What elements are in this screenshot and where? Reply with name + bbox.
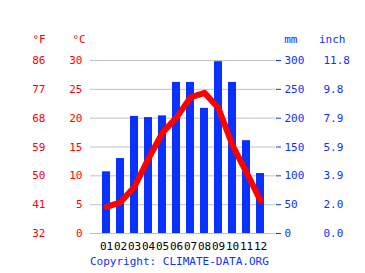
svg-text:10: 10 bbox=[69, 169, 82, 182]
svg-text:7.9: 7.9 bbox=[324, 112, 344, 125]
svg-text:100: 100 bbox=[285, 169, 305, 182]
svg-text:03: 03 bbox=[128, 240, 141, 250]
svg-text:41: 41 bbox=[32, 198, 45, 211]
svg-text:86: 86 bbox=[32, 54, 45, 67]
svg-text:09: 09 bbox=[212, 240, 225, 250]
svg-text:9.8: 9.8 bbox=[324, 83, 344, 96]
svg-text:30: 30 bbox=[69, 54, 82, 67]
svg-text:11.8: 11.8 bbox=[324, 54, 351, 67]
svg-text:50: 50 bbox=[285, 198, 298, 211]
svg-text:59: 59 bbox=[32, 141, 45, 154]
svg-text:250: 250 bbox=[285, 83, 305, 96]
svg-text:10: 10 bbox=[226, 240, 239, 250]
svg-text:20: 20 bbox=[69, 112, 82, 125]
svg-text:07: 07 bbox=[184, 240, 197, 250]
svg-text:0: 0 bbox=[285, 227, 292, 240]
svg-text:06: 06 bbox=[170, 240, 183, 250]
svg-text:25: 25 bbox=[69, 83, 82, 96]
svg-text:12: 12 bbox=[254, 240, 267, 250]
svg-text:01: 01 bbox=[100, 240, 113, 250]
html-text:Copyright: CLIMATE-DATA.ORG: Copyright: CLIMATE-DATA.ORG bbox=[90, 255, 269, 268]
svg-text:2.0: 2.0 bbox=[324, 198, 344, 211]
svg-text:05: 05 bbox=[156, 240, 169, 250]
svg-text:15: 15 bbox=[69, 141, 82, 154]
svg-text:50: 50 bbox=[32, 169, 45, 182]
svg-text:0.0: 0.0 bbox=[324, 227, 344, 240]
svg-text:300: 300 bbox=[285, 54, 305, 67]
svg-text:°F: °F bbox=[33, 33, 46, 46]
svg-text:mm: mm bbox=[284, 33, 298, 46]
svg-text:3.9: 3.9 bbox=[324, 169, 344, 182]
svg-text:11: 11 bbox=[240, 240, 253, 250]
svg-text:32: 32 bbox=[32, 227, 45, 240]
svg-text:02: 02 bbox=[114, 240, 127, 250]
svg-text:°C: °C bbox=[73, 33, 86, 46]
svg-text:08: 08 bbox=[198, 240, 211, 250]
svg-text:200: 200 bbox=[285, 112, 305, 125]
svg-text:04: 04 bbox=[142, 240, 156, 250]
svg-text:5: 5 bbox=[76, 198, 83, 211]
svg-text:0: 0 bbox=[76, 227, 83, 240]
svg-text:150: 150 bbox=[285, 141, 305, 154]
svg-text:5.9: 5.9 bbox=[324, 141, 344, 154]
svg-text:77: 77 bbox=[32, 83, 45, 96]
svg-text:inch: inch bbox=[319, 33, 346, 46]
svg-text:68: 68 bbox=[32, 112, 45, 125]
